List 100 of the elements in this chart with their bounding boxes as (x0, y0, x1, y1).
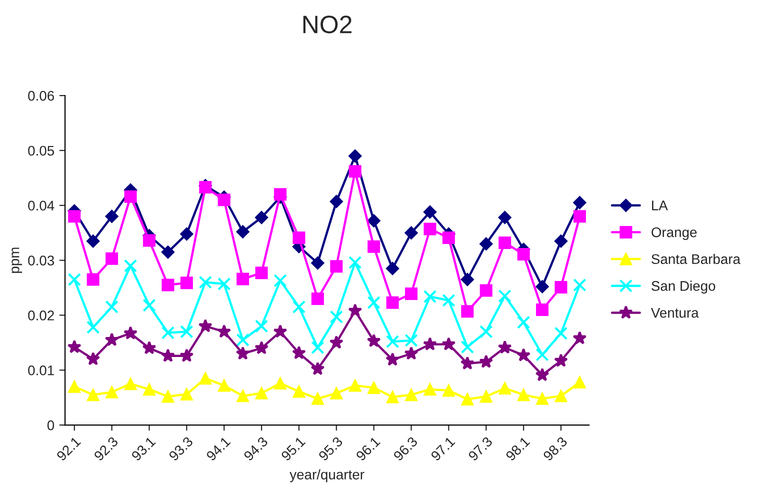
point (142, 383, 156, 396)
point (274, 188, 286, 201)
point (161, 245, 175, 259)
point (536, 392, 549, 405)
point (142, 234, 156, 247)
x-tick-label: 95.1 (280, 436, 306, 462)
point (330, 194, 343, 208)
point (498, 340, 512, 354)
point (535, 368, 550, 382)
point (442, 337, 456, 350)
point (348, 149, 362, 163)
legend-label: Ventura (650, 308, 699, 318)
point (442, 384, 455, 397)
point (498, 382, 512, 394)
point (162, 390, 174, 403)
point (106, 252, 118, 265)
point (367, 214, 380, 228)
x-tick-label: 93.3 (168, 436, 194, 462)
point (348, 165, 362, 178)
point (479, 354, 494, 368)
point (422, 337, 437, 350)
point (554, 280, 568, 294)
point (554, 353, 568, 367)
point (480, 390, 492, 403)
chart-title: NO2 (303, 16, 352, 34)
point (498, 210, 512, 224)
point (124, 326, 138, 340)
point (199, 181, 212, 194)
point (124, 378, 137, 390)
point (292, 300, 306, 314)
point (311, 341, 324, 354)
point (404, 334, 418, 348)
x-tick-label: 98.3 (542, 436, 568, 462)
point (104, 332, 119, 346)
point (254, 340, 269, 354)
point (405, 288, 418, 300)
point (330, 260, 343, 273)
point (330, 386, 343, 400)
point (424, 222, 436, 236)
x-tick-label: 97.1 (430, 436, 456, 462)
x-tick-label: 97.3 (468, 436, 493, 462)
point (160, 348, 175, 362)
x-tick-label: 98.1 (505, 436, 530, 462)
point (292, 346, 306, 360)
point (573, 210, 586, 223)
point (180, 227, 194, 241)
point (368, 381, 380, 394)
point (480, 237, 493, 250)
point (86, 234, 100, 248)
point (292, 385, 306, 398)
point (218, 277, 231, 291)
point (404, 226, 418, 240)
point (162, 278, 174, 292)
point (498, 236, 512, 249)
y-tick-label: 0.03 (28, 256, 54, 266)
x-tick-label: 96.1 (355, 436, 381, 462)
point (124, 259, 138, 272)
point (311, 392, 324, 405)
point (536, 348, 549, 362)
point (368, 240, 380, 253)
point (330, 310, 343, 324)
point (236, 346, 250, 360)
point (180, 388, 193, 401)
point (274, 377, 286, 390)
point (105, 210, 118, 223)
point (386, 334, 400, 348)
point (386, 262, 400, 276)
point (366, 334, 381, 348)
point (573, 196, 586, 210)
point (554, 390, 568, 402)
legend-label: Orange (652, 227, 697, 240)
point (236, 225, 250, 238)
point (236, 390, 250, 402)
point (348, 379, 362, 392)
point (67, 340, 82, 354)
point (329, 335, 344, 349)
y-tick-label: 0.04 (28, 200, 54, 211)
point (218, 379, 230, 392)
point (236, 272, 250, 286)
point (274, 274, 287, 288)
point (106, 386, 118, 398)
point (386, 390, 399, 404)
point (405, 388, 418, 402)
point (348, 304, 362, 317)
point (142, 298, 156, 312)
x-tick-label: 93.1 (130, 436, 156, 462)
point (218, 194, 230, 206)
point (254, 320, 268, 333)
point (442, 294, 456, 307)
point (68, 210, 81, 223)
point (310, 362, 325, 376)
point (86, 320, 100, 334)
point (180, 325, 194, 338)
point (554, 326, 568, 340)
y-axis-title: ppm (12, 248, 22, 273)
point (573, 278, 586, 292)
x-tick-label: 94.3 (243, 436, 268, 462)
x-tick-label: 94.1 (206, 436, 231, 462)
point (255, 266, 268, 280)
point (86, 273, 100, 286)
